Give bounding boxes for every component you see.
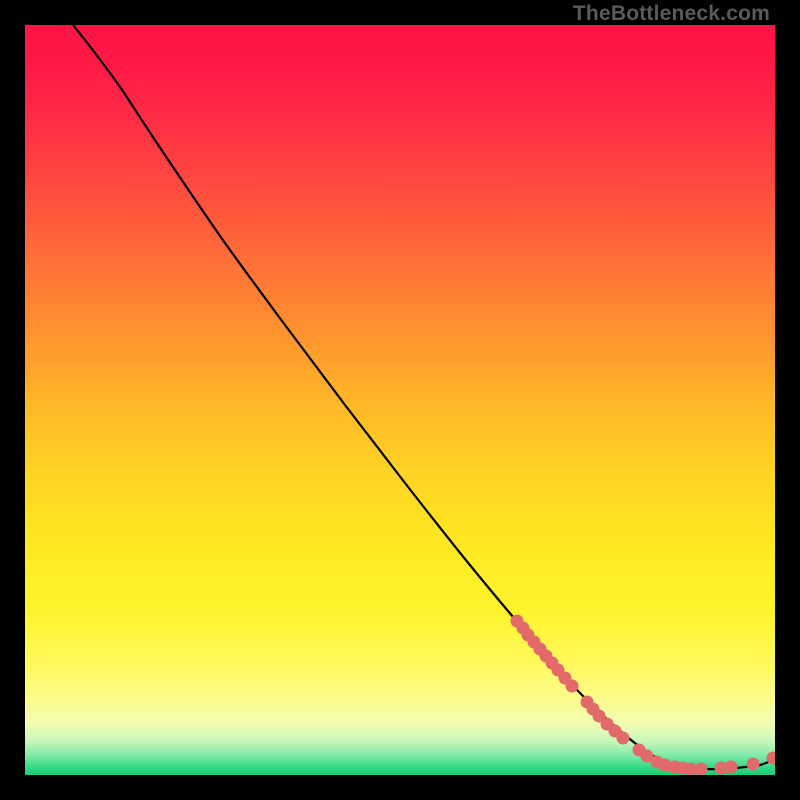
- data-marker: [725, 761, 738, 774]
- watermark-text: TheBottleneck.com: [573, 2, 770, 26]
- marker-group: [511, 615, 776, 776]
- data-marker: [617, 732, 630, 745]
- plot-area: [25, 25, 775, 775]
- chart-frame: TheBottleneck.com: [0, 0, 800, 800]
- chart-svg: [25, 25, 775, 775]
- data-marker: [695, 763, 708, 776]
- data-marker: [747, 758, 760, 771]
- curve-line: [73, 25, 773, 769]
- data-marker: [566, 680, 579, 693]
